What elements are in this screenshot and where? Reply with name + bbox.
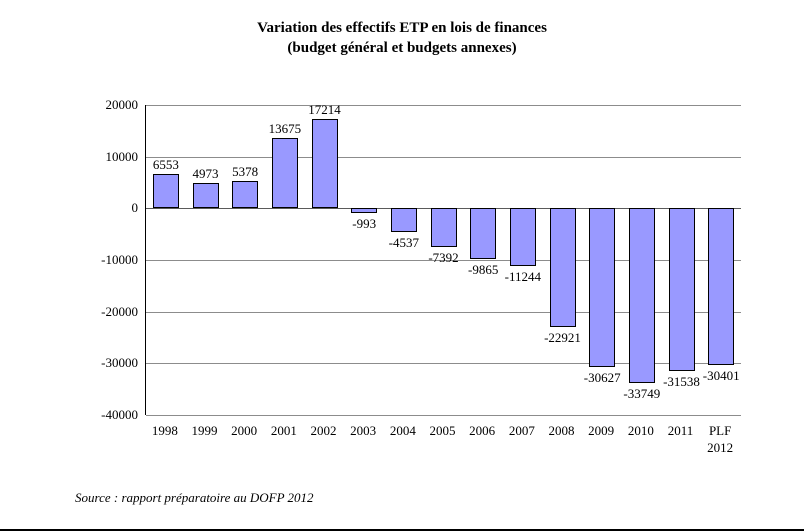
y-tick-label: -10000 [101,252,138,267]
bar-plf-2012 [708,208,735,366]
y-tick-label: 0 [131,200,139,216]
y-tick-label: 20000 [105,97,139,112]
gridline [146,260,741,261]
bottom-rule [0,529,804,531]
value-label: -993 [352,216,377,232]
bar-2011 [668,208,695,372]
x-tick-line: 2011 [667,423,694,438]
x-tick-line: 2006 [469,423,496,438]
bar-2001 [271,137,298,209]
value-label: 13675 [268,120,302,136]
value-label: -31538 [663,374,700,390]
source-note: Source : rapport préparatoire au DOFP 20… [75,490,314,505]
x-tick-label: 2004 [390,422,416,439]
gridline [146,415,741,416]
x-tick-line: 2012 [707,440,734,455]
x-tick-label: 2000 [231,422,257,439]
x-tick-line: 2001 [270,423,297,438]
x-tick-label: 2008 [549,422,575,439]
x-tick-label: 2001 [271,422,297,439]
x-tick-line: 2007 [508,423,535,438]
x-tick-label: 2009 [588,422,614,439]
bar-2003 [351,208,378,214]
bar-2007 [509,208,536,267]
value-label: 17214 [308,102,341,118]
value-label: 4973 [192,165,219,181]
x-tick-line: 2005 [429,423,456,438]
bar-2004 [390,208,417,232]
x-tick-line: 2010 [627,423,654,438]
bar-2000 [232,180,259,209]
x-tick-line: 2003 [350,423,377,438]
x-tick-line: 1998 [151,423,178,438]
x-tick-label: 1998 [152,422,178,439]
chart-title: Variation des effectifs ETP en lois de f… [257,20,547,36]
plot-area: 6553 4973 5378 13675 17214 -993 -4537 -7392 -986… [145,102,741,416]
x-tick-label: 1999 [192,422,218,439]
x-tick-line: 1999 [191,423,218,438]
bar-2002 [311,119,338,209]
x-tick-label: 2011 [668,422,694,439]
bar-1999 [192,182,219,209]
x-tick-label: PLF 2012 [707,422,733,456]
value-label: 5378 [232,163,259,179]
y-tick-label: -30000 [101,355,138,371]
x-tick-label: 2006 [469,422,495,439]
value-label: -7392 [428,249,459,265]
x-tick-line: 2000 [231,423,258,438]
value-label: -30627 [583,369,621,385]
bar-1998 [152,174,179,209]
x-tick-label: 2003 [350,422,376,439]
value-label: -4537 [388,234,419,250]
x-tick-line: 2002 [310,423,337,438]
x-tick-label: 2002 [311,422,337,439]
x-tick-line: 2004 [389,423,416,438]
x-tick-label: 2010 [628,422,654,439]
x-tick-label: 2007 [509,422,535,439]
y-tick-label: -40000 [101,407,138,422]
x-tick-label: 2005 [430,422,456,439]
bar-2008 [549,208,576,327]
bar-2010 [628,208,655,383]
bar-2009 [589,208,616,367]
x-tick-line: 2008 [548,423,575,438]
y-tick-label: 10000 [105,148,139,164]
value-label: -11244 [504,269,542,285]
value-label: -33749 [623,385,661,401]
value-label: -22921 [544,329,581,345]
value-label: -9865 [467,262,499,278]
gridline [146,105,741,106]
bar-2006 [470,208,497,260]
gridline [146,363,741,365]
x-tick-line: PLF [708,423,732,438]
gridline [146,311,741,313]
y-tick-label: -20000 [101,303,138,319]
value-label: 6553 [152,157,179,173]
chart-subtitle: (budget général et budgets annexes) [287,40,517,56]
value-label: -30401 [702,368,740,384]
x-axis: 1998 1999 2000 2001 2002 2003 2004 2005 2006 2007… [145,422,740,470]
bar-2005 [430,208,457,247]
x-tick-line: 2009 [588,423,615,438]
gridline [146,156,741,158]
y-axis: 20000 10000 0 -10000 -20000 -30000 -40000 [0,97,139,422]
